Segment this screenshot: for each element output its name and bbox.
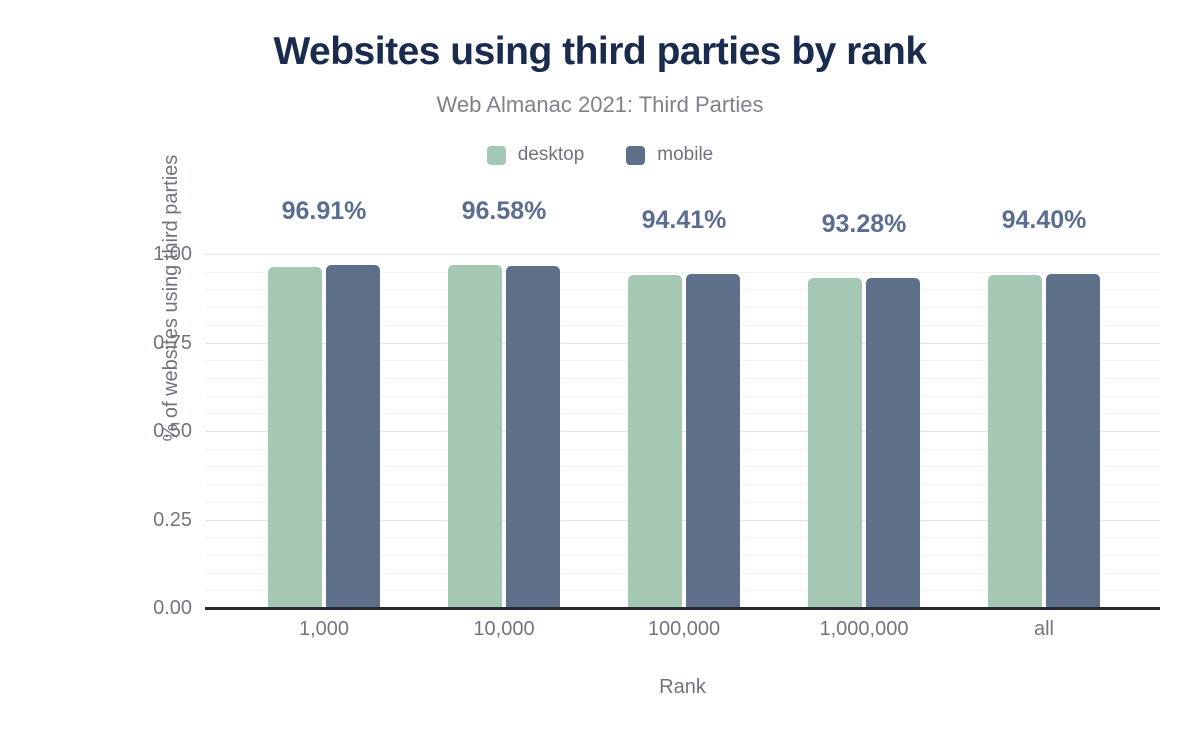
legend-item-mobile[interactable]: mobile xyxy=(626,144,713,166)
y-tick-label: 0.25 xyxy=(153,509,192,531)
x-tick-label: 1,000 xyxy=(298,618,350,640)
minor-gridline xyxy=(205,378,1160,379)
x-tick-label: 1,000,000 xyxy=(819,618,909,640)
chart-subtitle: Web Almanac 2021: Third Parties xyxy=(436,92,764,117)
legend-item-desktop[interactable]: desktop xyxy=(486,144,585,166)
x-axis-line xyxy=(205,607,1160,610)
minor-gridline xyxy=(205,466,1160,467)
major-gridline xyxy=(205,431,1160,432)
legend-label-desktop: desktop xyxy=(517,144,585,165)
mobile-bar[interactable] xyxy=(326,265,380,608)
bar-value-label: 94.40% xyxy=(1001,206,1087,234)
desktop-bar[interactable] xyxy=(808,278,862,608)
legend: desktop mobile xyxy=(0,144,1200,166)
x-axis-title: Rank xyxy=(659,676,706,698)
minor-gridline xyxy=(205,325,1160,326)
minor-gridline xyxy=(205,396,1160,397)
minor-gridline xyxy=(205,590,1160,591)
x-tick-label: all xyxy=(1033,618,1054,640)
minor-gridline xyxy=(205,573,1160,574)
y-axis-title: % of websites using third parties xyxy=(159,154,182,442)
chart-title: Websites using third parties by rank xyxy=(273,30,927,73)
major-gridline xyxy=(205,343,1160,344)
bar-value-label: 96.91% xyxy=(281,197,367,225)
major-gridline xyxy=(205,520,1160,521)
minor-gridline xyxy=(205,537,1160,538)
minor-gridline xyxy=(205,449,1160,450)
x-tick-label: 100,000 xyxy=(647,618,721,640)
desktop-swatch-icon xyxy=(486,145,506,165)
minor-gridline xyxy=(205,272,1160,273)
y-tick-label: 0.50 xyxy=(153,420,192,442)
y-tick-label: 0.75 xyxy=(153,332,192,354)
bar-value-label: 96.58% xyxy=(461,197,547,225)
bar-value-label: 93.28% xyxy=(821,210,907,238)
y-tick-label: 1.00 xyxy=(153,243,192,265)
minor-gridline xyxy=(205,484,1160,485)
mobile-bar[interactable] xyxy=(686,274,740,608)
minor-gridline xyxy=(205,502,1160,503)
minor-gridline xyxy=(205,555,1160,556)
legend-label-mobile: mobile xyxy=(657,144,714,165)
minor-gridline xyxy=(205,307,1160,308)
mobile-bar[interactable] xyxy=(1046,274,1100,608)
mobile-bar[interactable] xyxy=(506,266,560,608)
mobile-swatch-icon xyxy=(626,145,646,165)
desktop-bar[interactable] xyxy=(628,275,682,608)
desktop-bar[interactable] xyxy=(988,275,1042,608)
x-tick-label: 10,000 xyxy=(473,618,535,640)
bar-value-label: 94.41% xyxy=(641,206,727,234)
desktop-bar[interactable] xyxy=(448,265,502,608)
minor-gridline xyxy=(205,360,1160,361)
y-tick-label: 0.00 xyxy=(153,597,192,619)
minor-gridline xyxy=(205,289,1160,290)
desktop-bar[interactable] xyxy=(268,267,322,608)
minor-gridline xyxy=(205,413,1160,414)
major-gridline xyxy=(205,254,1160,255)
mobile-bar[interactable] xyxy=(866,278,920,608)
